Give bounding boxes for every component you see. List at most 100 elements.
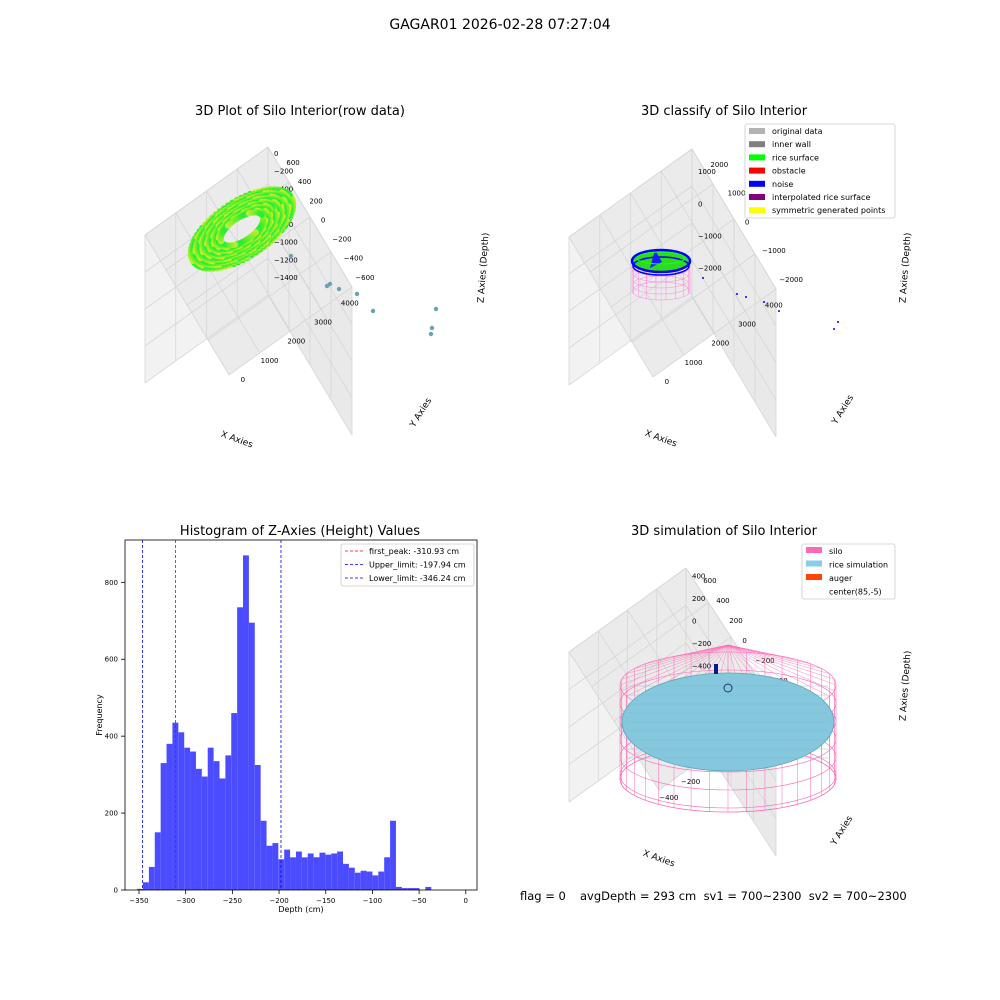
raw-outlier-point bbox=[433, 306, 439, 312]
raw-outlier-point bbox=[336, 286, 342, 292]
legend-swatch bbox=[806, 574, 822, 580]
histogram-bar bbox=[278, 859, 285, 890]
histogram-bar bbox=[325, 854, 332, 890]
histogram-bar bbox=[231, 713, 238, 890]
grid-line bbox=[691, 259, 777, 401]
grid-line bbox=[267, 294, 353, 436]
silo-wire bbox=[631, 281, 691, 301]
x-tick-label: 1000 bbox=[261, 357, 279, 365]
y-tick-label: −1000 bbox=[762, 247, 786, 255]
legend-label: symmetric generated points bbox=[772, 206, 885, 215]
x-tick-label: 2000 bbox=[711, 340, 729, 348]
raw-outlier-point bbox=[327, 281, 333, 287]
histogram-bar bbox=[372, 875, 379, 890]
silo-roof-wire bbox=[727, 644, 830, 674]
histogram-bar bbox=[295, 851, 302, 890]
simulation-x-axis-label: X Axies bbox=[641, 849, 676, 870]
grid-line bbox=[568, 296, 693, 386]
histogram-bar bbox=[225, 755, 232, 890]
histogram-bar bbox=[213, 761, 220, 890]
raw-outlier-point bbox=[354, 291, 360, 297]
histogram-bar bbox=[319, 852, 326, 890]
raw-plot-title: 3D Plot of Silo Interior(row data) bbox=[195, 104, 405, 119]
noise-point bbox=[702, 277, 704, 279]
histogram-title: Histogram of Z-Axies (Height) Values bbox=[179, 524, 421, 539]
y-tick-label: 0 bbox=[114, 887, 118, 895]
legend-label: auger bbox=[829, 574, 853, 583]
histogram-bar bbox=[425, 886, 432, 890]
classify-legend: original data inner wall rice surface obsta… bbox=[744, 123, 896, 219]
grid-line bbox=[568, 222, 693, 312]
raw-outlier-point bbox=[288, 253, 294, 259]
y-tick-label: 400 bbox=[298, 178, 311, 186]
x-tick-label: −350 bbox=[129, 897, 148, 905]
histogram-bar bbox=[160, 763, 167, 890]
z-tick-label: −1000 bbox=[698, 232, 722, 240]
y-tick-label: −400 bbox=[344, 255, 363, 263]
z-tick-label: 1000 bbox=[698, 168, 716, 176]
x-tick-label: −150 bbox=[316, 897, 335, 905]
y-tick-label: 1000 bbox=[728, 190, 746, 198]
simulation-scene bbox=[619, 644, 837, 813]
x-tick-label: −400 bbox=[659, 794, 678, 802]
x-tick-label: −200 bbox=[269, 897, 288, 905]
grid-line bbox=[660, 170, 746, 312]
histogram-bar bbox=[190, 751, 196, 890]
y-tick-label: 600 bbox=[286, 159, 299, 167]
legend-label: first_peak: -310.93 cm bbox=[369, 547, 459, 556]
x-tick-label: 1000 bbox=[685, 359, 703, 367]
plot-frame bbox=[124, 539, 478, 891]
legend-frame bbox=[801, 543, 896, 600]
histogram-bar bbox=[354, 872, 361, 890]
histogram-legend: first_peak: -310.93 cm Upper_limit: -197.… bbox=[340, 543, 475, 587]
y-tick-label: 200 bbox=[729, 617, 742, 625]
grid-line bbox=[691, 296, 777, 438]
histogram-bar bbox=[266, 845, 273, 890]
y-tick-label: 400 bbox=[105, 733, 118, 741]
raw-outlier-point bbox=[370, 308, 376, 314]
simulation-z-axis-label: Z Axies (Depth) bbox=[899, 650, 914, 721]
x-tick-label: 4000 bbox=[341, 299, 359, 307]
legend-label: noise bbox=[772, 180, 793, 189]
histogram-bar bbox=[348, 867, 355, 890]
histogram-bar bbox=[337, 851, 344, 890]
raw-outlier-point bbox=[428, 331, 434, 337]
histogram-bar bbox=[395, 886, 402, 890]
histogram-bar bbox=[401, 888, 408, 890]
legend-swatch bbox=[806, 560, 822, 567]
histogram-bar bbox=[343, 863, 349, 890]
histogram-bar bbox=[384, 857, 391, 890]
x-tick-label: −200 bbox=[681, 778, 700, 786]
y-tick-label: 200 bbox=[105, 810, 118, 818]
legend-swatch bbox=[749, 207, 765, 214]
raw-z-axis-label: Z Axies (Depth) bbox=[477, 232, 492, 303]
simulation-legend: silo rice simulation auger center(85,-5) bbox=[801, 543, 896, 600]
noise-point bbox=[745, 296, 747, 298]
legend-label: Lower_limit: -346.24 cm bbox=[369, 574, 466, 583]
z-tick-label: −2000 bbox=[698, 264, 722, 272]
silo-roof-wire bbox=[727, 644, 835, 680]
z-tick-label: 0 bbox=[692, 618, 696, 626]
grid-line bbox=[631, 253, 756, 343]
histogram-bar bbox=[260, 820, 267, 890]
grid-line bbox=[267, 257, 353, 399]
histogram-chart: −350 −300 −250 −200 −150 −100 −50 0 0 200 400 600 80… bbox=[95, 539, 478, 914]
histogram-bar bbox=[154, 832, 161, 890]
raw-point-cloud bbox=[187, 186, 439, 337]
simulation-plot-title: 3D simulation of Silo Interior bbox=[631, 524, 817, 539]
z-tick-label: −1200 bbox=[274, 256, 298, 264]
grid-line bbox=[652, 288, 777, 378]
legend-label: center(85,-5) bbox=[829, 588, 882, 597]
x-tick-label: 4000 bbox=[765, 301, 783, 309]
z-tick-label: −400 bbox=[692, 663, 711, 671]
histogram-bar bbox=[360, 870, 367, 890]
center-marker bbox=[723, 683, 733, 693]
legend-swatch bbox=[749, 128, 765, 134]
classify-point-cloud bbox=[630, 248, 839, 330]
legend-label: interpolated rice surface bbox=[772, 193, 870, 202]
noise-point bbox=[837, 321, 839, 323]
histogram-bar bbox=[378, 871, 385, 890]
histogram-bar bbox=[284, 849, 291, 890]
auger-marker bbox=[714, 664, 718, 674]
